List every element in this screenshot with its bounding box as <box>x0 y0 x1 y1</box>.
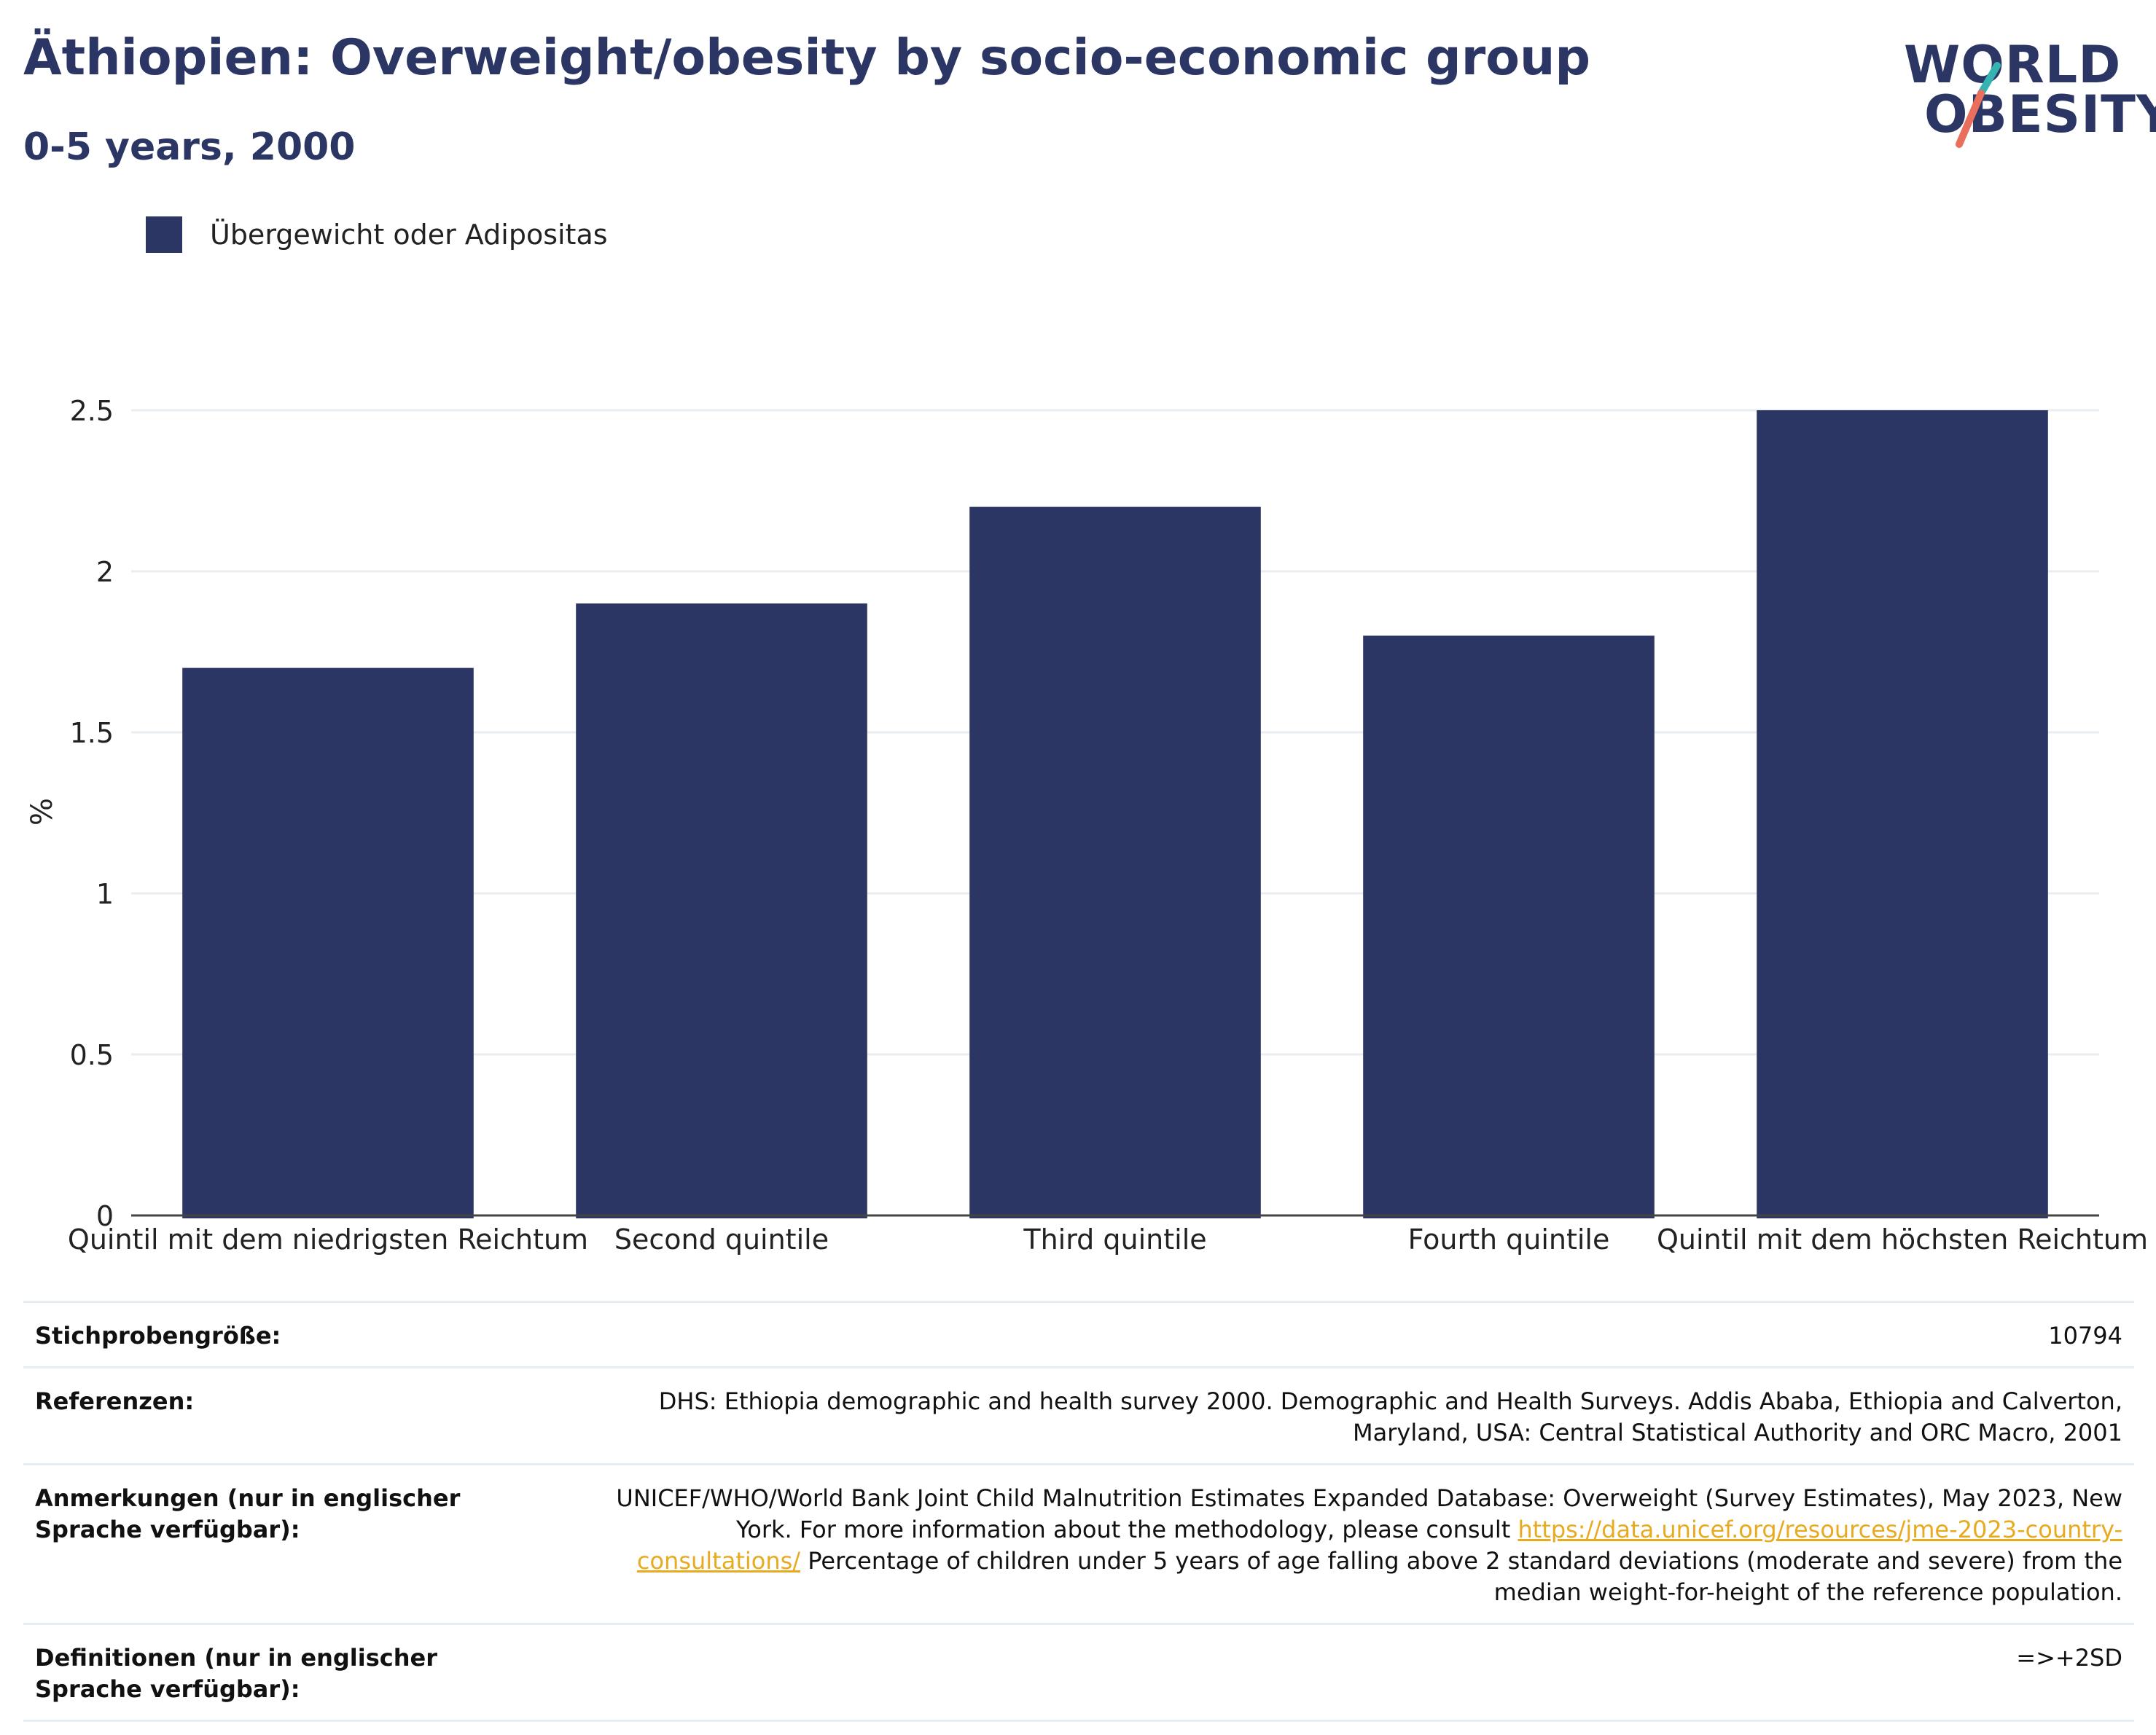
legend-label: Übergewicht oder Adipositas <box>210 219 608 251</box>
y-tick-label: 1 <box>96 878 114 910</box>
x-tick-label: Third quintile <box>1023 1223 1206 1256</box>
bar <box>1757 410 2048 1218</box>
y-axis-label: % <box>26 798 59 826</box>
x-tick-label: Quintil mit dem niedrigsten Reichtum <box>68 1223 588 1256</box>
notes-label: Anmerkungen (nur in englischer Sprache v… <box>35 1484 461 1543</box>
notes-text-before: UNICEF/WHO/World Bank Joint Child Malnut… <box>616 1484 2122 1543</box>
x-tick-label: Quintil mit dem höchsten Reichtum <box>1657 1223 2148 1256</box>
world-obesity-logo: WORLD OBESITY <box>1895 22 2156 153</box>
bar <box>1363 635 1655 1218</box>
logo-text-world: WORLD <box>1904 35 2122 95</box>
legend-swatch <box>146 216 182 253</box>
sample-size-label: Stichprobengröße: <box>35 1322 281 1350</box>
chart-subtitle: 0-5 years, 2000 <box>23 125 356 169</box>
definitions-label: Definitionen (nur in englischer Sprache … <box>35 1644 437 1703</box>
chart-title: Äthiopien: Overweight/obesity by socio-e… <box>23 29 1591 87</box>
y-tick-label: 0 <box>96 1200 114 1232</box>
logo-slash-icon <box>1956 62 2001 148</box>
legend[interactable]: Übergewicht oder Adipositas <box>146 216 608 254</box>
meta-row-notes: Anmerkungen (nur in englischer Sprache v… <box>23 1463 2134 1623</box>
bar <box>969 506 1261 1218</box>
bar <box>182 667 474 1218</box>
meta-row-definitions: Definitionen (nur in englischer Sprache … <box>23 1623 2134 1722</box>
y-tick-label: 2 <box>96 556 114 588</box>
bar-chart: 0 0.5 1 1.5 2 2.5 Quintil mit dem niedrigsten … <box>68 395 2148 1256</box>
x-tick-label: Second quintile <box>614 1223 829 1256</box>
sample-size-value: 10794 <box>2048 1322 2122 1350</box>
y-tick-label: 1.5 <box>70 717 114 749</box>
metadata-table: Stichprobengröße: 10794 Referenzen: DHS:… <box>23 1301 2134 1722</box>
definitions-value: =>+2SD <box>2016 1644 2122 1672</box>
meta-row-sample-size: Stichprobengröße: 10794 <box>23 1301 2134 1366</box>
y-tick-label: 2.5 <box>70 395 114 427</box>
meta-row-references: Referenzen: DHS: Ethiopia demographic an… <box>23 1366 2134 1463</box>
notes-methodology-link[interactable]: https://data.unicef.org/resources/jme-20… <box>636 1516 2122 1575</box>
y-tick-label: 0.5 <box>70 1039 114 1071</box>
references-label: Referenzen: <box>35 1387 195 1415</box>
notes-value: UNICEF/WHO/World Bank Joint Child Malnut… <box>592 1483 2122 1608</box>
notes-text-after: Percentage of children under 5 years of … <box>800 1547 2122 1606</box>
x-tick-label: Fourth quintile <box>1408 1223 1610 1256</box>
bar <box>576 603 867 1218</box>
references-value: DHS: Ethiopia demographic and health sur… <box>658 1387 2122 1446</box>
